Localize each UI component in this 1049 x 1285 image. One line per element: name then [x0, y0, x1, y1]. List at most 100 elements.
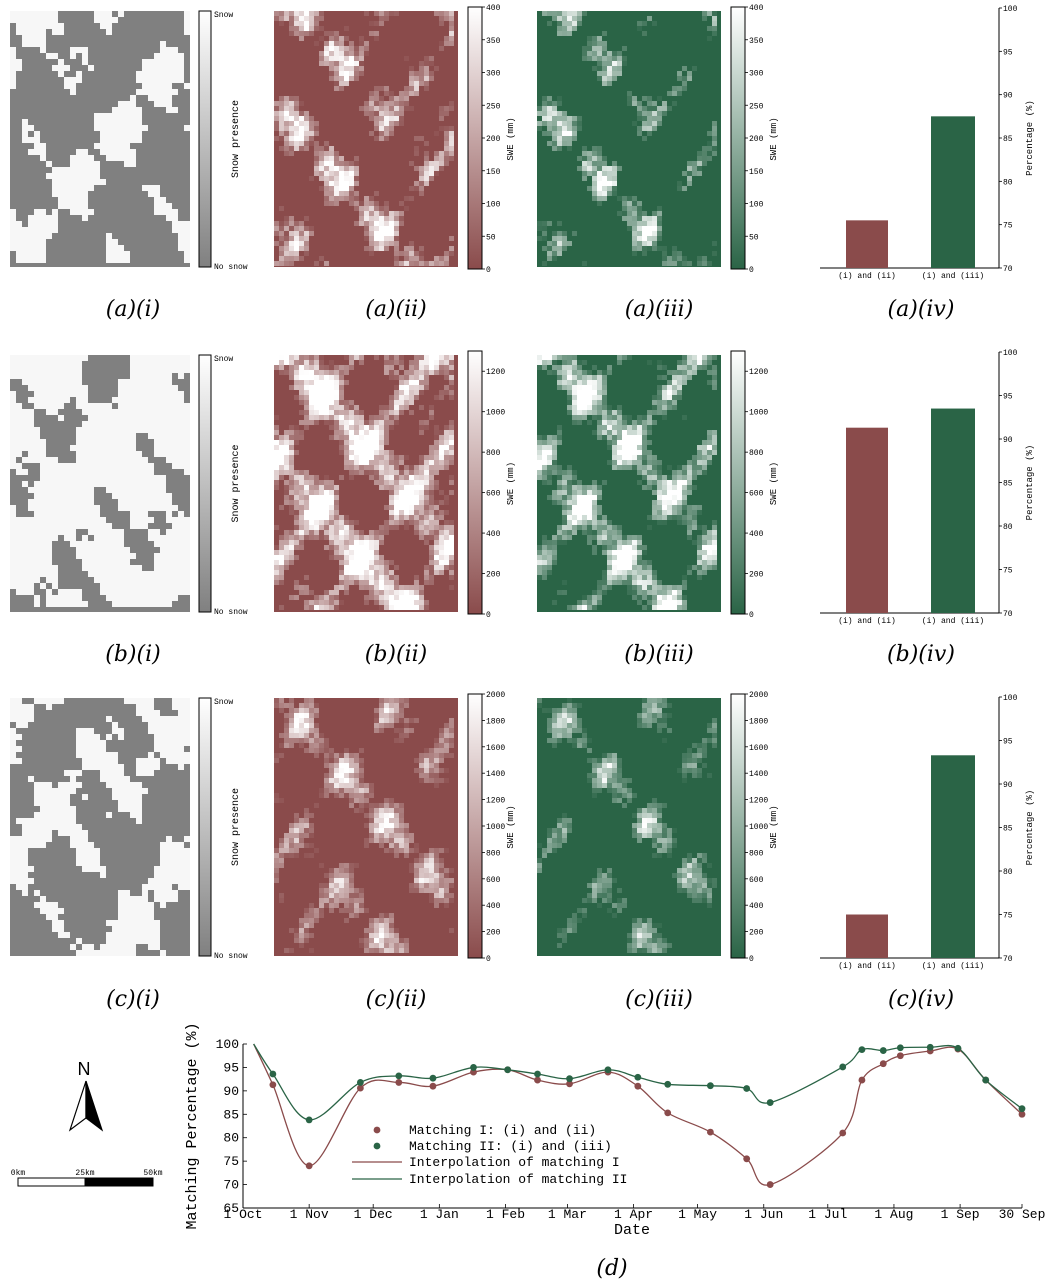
- swe-map-cell: [642, 111, 647, 116]
- swe-map-cell: [687, 475, 692, 480]
- swe-map-cell: [394, 390, 399, 395]
- swe-colorbar-tick-label: 1800: [486, 717, 505, 726]
- swe-map-cell: [284, 838, 289, 843]
- swe-map-cell: [299, 540, 304, 545]
- line-chart-y-tick-label: 85: [223, 1107, 239, 1122]
- swe-map-cell: [702, 146, 707, 151]
- swe-map-cell: [304, 395, 309, 400]
- swe-map-cell: [607, 365, 612, 370]
- swe-map-cell: [399, 585, 404, 590]
- swe-map-cell: [414, 848, 419, 853]
- swe-map-cell: [542, 96, 547, 101]
- swe-map-cell: [394, 415, 399, 420]
- swe-map-cell: [364, 226, 369, 231]
- swe-map-cell: [667, 380, 672, 385]
- swe-map-cell: [637, 435, 642, 440]
- swe-map-cell: [567, 380, 572, 385]
- swe-map-cell: [707, 738, 712, 743]
- swe-map-cell: [314, 161, 319, 166]
- swe-map-cell: [294, 723, 299, 728]
- swe-map-cell: [632, 440, 637, 445]
- swe-map-cell: [314, 733, 319, 738]
- swe-map-cell: [284, 565, 289, 570]
- swe-map-cell: [697, 768, 702, 773]
- swe-map-cell: [627, 943, 632, 948]
- swe-map-cell: [637, 600, 642, 605]
- swe-map-cell: [667, 728, 672, 733]
- swe-map-cell: [642, 723, 647, 728]
- swe-map-cell: [552, 256, 557, 261]
- swe-map-cell: [324, 390, 329, 395]
- swe-map-cell: [692, 888, 697, 893]
- swe-map-cell: [309, 733, 314, 738]
- swe-map-cell: [547, 460, 552, 465]
- swe-map-cell: [304, 748, 309, 753]
- swe-map-cell: [657, 933, 662, 938]
- swe-map-cell: [344, 171, 349, 176]
- swe-map-cell: [662, 838, 667, 843]
- swe-map-cell: [289, 231, 294, 236]
- swe-map-cell: [632, 828, 637, 833]
- swe-map-cell: [567, 480, 572, 485]
- swe-map-cell: [379, 126, 384, 131]
- swe-map-cell: [587, 510, 592, 515]
- swe-map-cell: [677, 395, 682, 400]
- swe-map-cell: [344, 763, 349, 768]
- swe-map-cell: [687, 470, 692, 475]
- swe-map-cell: [707, 560, 712, 565]
- swe-map-cell: [389, 355, 394, 360]
- swe-map-cell: [582, 908, 587, 913]
- swe-map-cell: [547, 480, 552, 485]
- swe-map-cell: [294, 485, 299, 490]
- swe-map-cell: [394, 728, 399, 733]
- swe-map-cell: [329, 181, 334, 186]
- swe-map-cell: [414, 590, 419, 595]
- swe-map-cell: [617, 455, 622, 460]
- line-chart-point-matching-ii: [707, 1082, 714, 1090]
- swe-map-cell: [309, 535, 314, 540]
- swe-map-cell: [592, 400, 597, 405]
- swe-map-cell: [389, 226, 394, 231]
- swe-map-cell: [607, 61, 612, 66]
- swe-map-cell: [424, 853, 429, 858]
- swe-map-cell: [304, 116, 309, 121]
- swe-map-cell: [702, 445, 707, 450]
- swe-map-cell: [324, 773, 329, 778]
- caption-b-ii: (b)(ii): [365, 642, 428, 667]
- swe-map-cell: [354, 66, 359, 71]
- swe-map-cell: [369, 813, 374, 818]
- swe-map-cell: [602, 410, 607, 415]
- swe-map-cell: [394, 455, 399, 460]
- swe-map-cell: [299, 435, 304, 440]
- swe-map-cell: [334, 166, 339, 171]
- swe-map-cell: [289, 743, 294, 748]
- swe-map-cell: [602, 176, 607, 181]
- swe-map-cell: [602, 530, 607, 535]
- swe-map-cell: [602, 520, 607, 525]
- swe-map-cell: [567, 515, 572, 520]
- swe-map-cell: [299, 410, 304, 415]
- swe-map-cell: [712, 251, 717, 256]
- swe-map-cell: [369, 595, 374, 600]
- swe-map-cell: [274, 580, 279, 585]
- swe-map-cell: [299, 470, 304, 475]
- swe-map-cell: [419, 370, 424, 375]
- swe-map-cell: [319, 535, 324, 540]
- swe-map-cell: [349, 465, 354, 470]
- swe-map-cell: [597, 375, 602, 380]
- swe-map-cell: [319, 395, 324, 400]
- swe-map-cell: [399, 833, 404, 838]
- swe-map-cell: [434, 773, 439, 778]
- swe-map-cell: [657, 490, 662, 495]
- swe-map-cell: [582, 390, 587, 395]
- swe-map-cell: [687, 76, 692, 81]
- swe-map-cell: [632, 101, 637, 106]
- swe-map-cell: [449, 445, 454, 450]
- swe-map-cell: [274, 878, 279, 883]
- swe-map-cell: [632, 420, 637, 425]
- swe-map-cell: [289, 141, 294, 146]
- swe-map-cell: [339, 530, 344, 535]
- swe-map-cell: [394, 261, 399, 266]
- swe-map-cell: [324, 46, 329, 51]
